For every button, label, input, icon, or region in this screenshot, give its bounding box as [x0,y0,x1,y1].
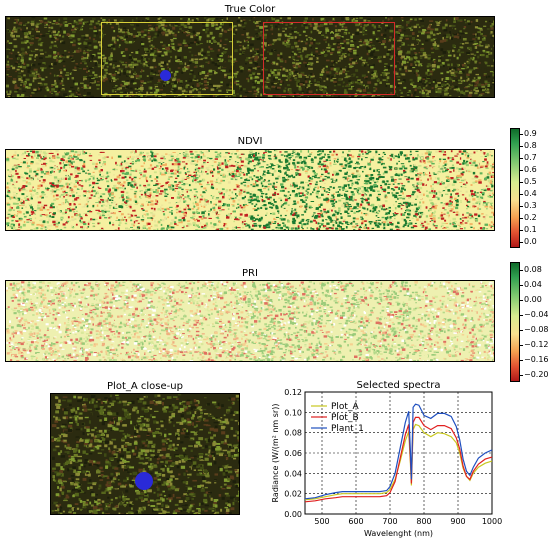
colorbar-tick-mark [520,284,523,286]
colorbar-tick-mark [520,242,523,243]
y-tick-label: 0.10 [284,408,302,417]
colorbar-tick-mark [520,182,523,183]
ndvi-image [5,149,495,231]
colorbar-tick-label: 0.4 [524,189,537,198]
pri-image [5,280,495,362]
plant-1-marker [160,70,171,81]
series-line-plant-1 [304,403,493,500]
closeup-image [50,393,240,515]
ndvi-colorbar [510,128,520,248]
colorbar-tick-mark [520,374,523,376]
pri-colorbar [510,262,520,382]
closeup-title: Plot_A close-up [107,381,183,392]
closeup-raster [51,394,239,514]
colorbar-tick-label: 0.7 [524,153,537,162]
colorbar-tick-mark [520,206,523,207]
colorbar-tick-mark [520,170,523,171]
colorbar-tick-label: −0.08 [524,324,549,334]
series-line-plot-b [304,416,493,503]
colorbar-tick-label: −0.20 [524,369,549,379]
x-tick-label: 1000 [482,517,502,526]
colorbar-tick-mark [520,329,523,331]
colorbar-tick-mark [520,344,523,346]
colorbar-tick-label: 0.5 [524,177,537,186]
y-tick-label: 0.00 [284,510,302,519]
colorbar-tick-mark [520,134,523,135]
colorbar-tick-label: −0.04 [524,309,549,319]
pri-raster [6,281,494,361]
colorbar-tick-mark [520,359,523,361]
colorbar-tick-label: −0.16 [524,354,549,364]
colorbar-tick-mark [520,314,523,316]
plot-area [304,391,493,515]
colorbar-tick-mark [520,158,523,159]
y-tick-label: 0.06 [284,449,302,458]
plot-a-roi-box [101,22,233,95]
colorbar-tick-mark [520,230,523,231]
true-color-raster [6,17,494,97]
y-tick-label: 0.02 [284,490,302,499]
legend-entry: Plot_A [331,402,359,412]
colorbar-tick-label: 0.00 [524,294,542,304]
x-tick-label: 500 [314,517,329,526]
pri-title: PRI [242,268,258,279]
x-tick-label: 700 [382,517,397,526]
colorbar-tick-mark [520,194,523,195]
series-line-plot-a [304,423,493,501]
legend-entry: Plot_B [331,413,359,423]
colorbar-tick-label: 0.3 [524,201,537,210]
colorbar-tick-label: 0.9 [524,129,537,138]
true-color-title: True Color [224,4,276,15]
colorbar-tick-label: 0.0 [524,237,537,246]
y-tick-label: 0.04 [284,469,302,478]
colorbar-tick-label: 0.1 [524,225,537,234]
colorbar-tick-mark [520,269,523,271]
colorbar-tick-label: 0.04 [524,279,542,289]
plot-b-roi-box [263,22,395,95]
ndvi-raster [6,150,494,230]
colorbar-tick-label: −0.12 [524,339,549,349]
y-tick-label: 0.08 [284,429,302,438]
ndvi-title: NDVI [237,136,263,147]
colorbar-tick-mark [520,146,523,147]
x-tick-label: 800 [416,517,431,526]
colorbar-tick-label: 0.08 [524,264,542,274]
x-tick-label: 900 [450,517,465,526]
true-color-image [5,16,495,98]
y-tick-label: 0.12 [284,388,302,397]
colorbar-tick-mark [520,299,523,301]
chart-title: Selected spectra [357,380,441,391]
legend-entry: Plant_1 [331,424,364,434]
colorbar-tick-mark [520,218,523,219]
colorbar-tick-label: 0.6 [524,165,537,174]
colorbar-tick-label: 0.2 [524,213,537,222]
x-tick-label: 600 [348,517,363,526]
y-axis-label: Radiance (W/(m² nm sr)) [271,404,280,503]
x-axis-label: Wavelenght (nm) [364,529,433,538]
colorbar-tick-label: 0.8 [524,141,537,150]
closeup-plant-marker [135,472,153,490]
